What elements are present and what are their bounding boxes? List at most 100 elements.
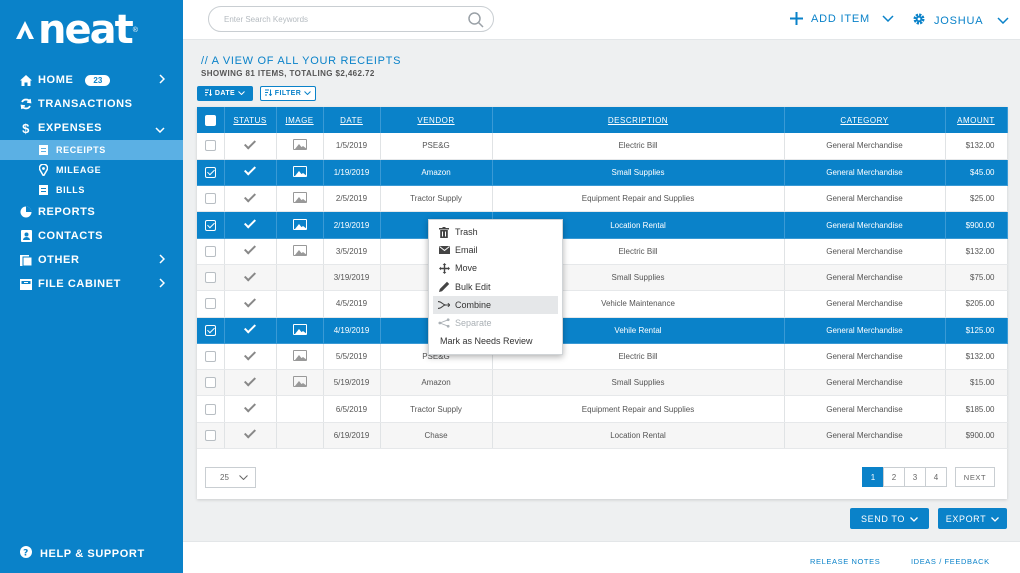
column-header-status[interactable]: STATUS [224, 107, 277, 133]
image-icon[interactable] [292, 244, 307, 256]
row-checkbox[interactable] [204, 193, 216, 205]
image-icon[interactable] [292, 139, 307, 151]
search-input[interactable] [224, 14, 454, 24]
column-header-image[interactable]: IMAGE [276, 107, 324, 133]
menu-item-email[interactable]: Email [429, 241, 562, 259]
sidebar-subitem-mileage[interactable]: MILEAGE [0, 160, 183, 180]
context-menu: Trash Email Move Bulk Edit Combine Separ… [428, 219, 563, 355]
row-checkbox[interactable] [204, 429, 216, 441]
export-button[interactable]: EXPORT [938, 508, 1007, 529]
sidebar-item-contacts[interactable]: CONTACTS [0, 224, 183, 248]
row-checkbox[interactable] [204, 245, 216, 257]
chevron-right-icon [159, 278, 166, 291]
sidebar-nav: HOME 23 TRANSACTIONS $ EXPENSES RECEIPTS… [0, 68, 183, 296]
column-header-date[interactable]: DATE [323, 107, 381, 133]
menu-item-move[interactable]: Move [429, 259, 562, 277]
table-row[interactable]: 1/5/2019 PSE&G Electric Bill General Mercha… [197, 133, 1008, 160]
search-icon[interactable] [467, 11, 485, 34]
add-item-label: ADD ITEM [811, 13, 870, 25]
row-checkbox[interactable] [204, 272, 216, 284]
amount-cell: $75.00 [945, 264, 1008, 292]
description-cell: Vehile Rental [492, 317, 785, 344]
image-icon[interactable] [292, 376, 307, 388]
table-row[interactable]: 6/19/2019 Chase Location Rental General Mer… [197, 422, 1008, 450]
page-button-4[interactable]: 4 [925, 467, 947, 487]
date-sort-button[interactable]: DATE [197, 86, 253, 101]
folder-icon [20, 254, 32, 266]
row-checkbox[interactable] [204, 324, 216, 336]
status-cell [224, 317, 277, 344]
sort-icon [204, 89, 213, 98]
row-select-cell [197, 159, 225, 187]
table-row[interactable]: 4/19/2019 Vehile Rental General Merchandis… [197, 317, 1008, 344]
select-all-cell [197, 107, 225, 133]
column-header-amount[interactable]: AMOUNT [945, 107, 1008, 133]
neat-logo[interactable]: neat ® [16, 10, 138, 50]
row-checkbox[interactable] [204, 377, 216, 389]
table-row[interactable]: 2/5/2019 Tractor Supply Equipment Repair a… [197, 185, 1008, 213]
page-button-3[interactable]: 3 [904, 467, 926, 487]
send-to-button[interactable]: SEND TO [850, 508, 929, 529]
row-checkbox[interactable] [204, 219, 216, 231]
image-icon[interactable] [292, 323, 307, 335]
column-header-category[interactable]: CATEGORY [784, 107, 946, 133]
sidebar-item-file-cabinet[interactable]: FILE CABINET [0, 272, 183, 296]
menu-item-bulk-edit[interactable]: Bulk Edit [429, 278, 562, 296]
help-support-link[interactable]: ? HELP & SUPPORT [20, 546, 145, 561]
release-notes-link[interactable]: RELEASE NOTES [810, 557, 881, 566]
image-icon[interactable] [292, 165, 307, 177]
sidebar-item-transactions[interactable]: TRANSACTIONS [0, 92, 183, 116]
checkmark-icon [243, 269, 257, 282]
per-page-select[interactable]: 25 [205, 467, 256, 488]
location-icon [38, 164, 48, 176]
row-select-cell [197, 290, 225, 318]
description-cell: Electric Bill [492, 133, 785, 160]
category-cell: General Merchandise [784, 159, 946, 187]
image-cell [276, 264, 324, 292]
top-bar: ADD ITEM JOSHUA [183, 0, 1020, 40]
table-row[interactable]: 6/5/2019 Tractor Supply Equipment Repair a… [197, 395, 1008, 423]
next-page-button[interactable]: NEXT [955, 467, 995, 487]
row-checkbox[interactable] [204, 403, 216, 415]
image-icon[interactable] [292, 218, 307, 230]
home-icon [20, 74, 32, 86]
sidebar-item-home[interactable]: HOME 23 [0, 68, 183, 92]
sidebar-item-reports[interactable]: REPORTS [0, 200, 183, 224]
column-header-description[interactable]: DESCRIPTION [492, 107, 785, 133]
menu-item-combine[interactable]: Combine [433, 295, 558, 314]
add-item-button[interactable]: ADD ITEM [790, 12, 894, 26]
date-cell: 4/19/2019 [323, 317, 381, 344]
image-icon[interactable] [292, 350, 307, 362]
table-row[interactable]: 5/19/2019 Amazon Small Supplies General Mer… [197, 369, 1008, 397]
user-menu[interactable]: JOSHUA [912, 12, 1009, 29]
pencil-icon [438, 281, 450, 293]
page-button-1[interactable]: 1 [862, 467, 884, 487]
row-select-cell [197, 211, 225, 239]
row-checkbox[interactable] [204, 298, 216, 310]
filter-button[interactable]: FILTER [260, 86, 316, 101]
menu-item-mark-needs-review[interactable]: Mark as Needs Review [429, 332, 562, 350]
vendor-cell: Amazon [380, 159, 493, 187]
sidebar-subitem-receipts[interactable]: RECEIPTS [0, 140, 183, 160]
row-checkbox[interactable] [204, 166, 216, 178]
image-cell [276, 133, 324, 160]
page-button-2[interactable]: 2 [883, 467, 905, 487]
image-cell [276, 422, 324, 450]
row-checkbox[interactable] [204, 140, 216, 152]
menu-item-trash[interactable]: Trash [429, 223, 562, 241]
ideas-feedback-link[interactable]: IDEAS / FEEDBACK [911, 557, 990, 566]
column-header-vendor[interactable]: VENDOR [380, 107, 493, 133]
sidebar-item-other[interactable]: OTHER [0, 248, 183, 272]
row-checkbox[interactable] [204, 351, 216, 363]
sidebar-subitem-bills[interactable]: BILLS [0, 180, 183, 200]
table-row[interactable]: 5/5/2019 PSE&G Electric Bill General Mercha… [197, 343, 1008, 371]
sidebar-item-expenses[interactable]: $ EXPENSES [0, 116, 183, 140]
image-icon[interactable] [292, 192, 307, 204]
table-row[interactable]: 1/19/2019 Amazon Small Supplies General Mer… [197, 159, 1008, 187]
select-all-checkbox[interactable] [204, 114, 216, 126]
amount-cell: $45.00 [945, 159, 1008, 187]
